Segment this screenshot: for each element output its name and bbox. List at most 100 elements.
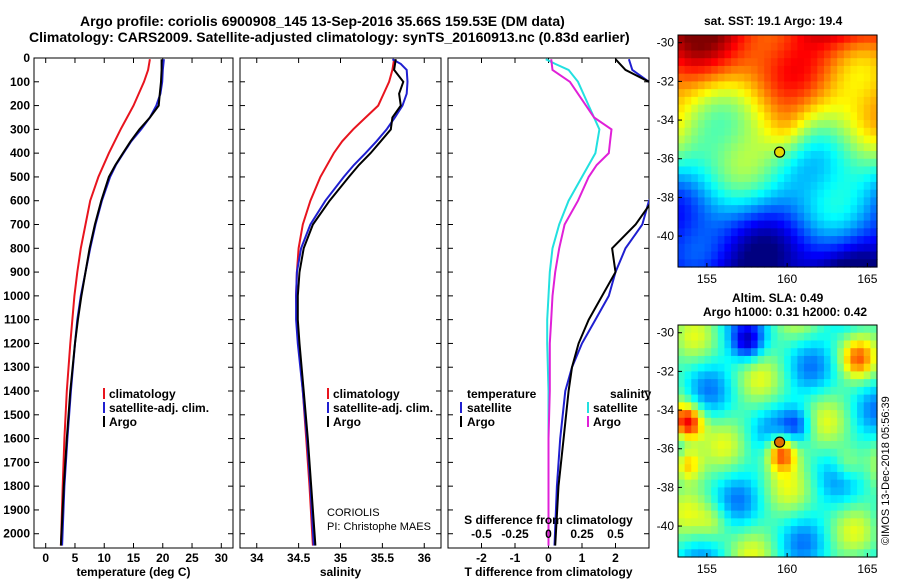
map-cell [684, 332, 692, 342]
map-cell [823, 212, 832, 222]
map-cell [823, 518, 832, 527]
map-cell [731, 50, 739, 59]
map-cell [830, 348, 838, 357]
map-cell [764, 456, 772, 465]
map-cell [823, 228, 832, 237]
map-cell [697, 355, 706, 365]
map-cell [691, 166, 699, 175]
map-cell [804, 526, 812, 535]
map-cell [823, 135, 832, 144]
map-cell [830, 325, 838, 334]
map-cell [843, 243, 852, 253]
map-cell [777, 495, 785, 504]
map-cell [684, 212, 692, 222]
map-cell [797, 189, 805, 198]
map-cell [717, 104, 726, 113]
map-cell [850, 340, 858, 349]
map-cell [777, 371, 785, 380]
map-cell [764, 58, 772, 67]
map-cell [790, 89, 798, 98]
series-line-difference-1 [554, 58, 649, 546]
map-cell [850, 549, 858, 558]
map-cell [830, 425, 838, 434]
map-cell [777, 479, 785, 488]
map-cell [684, 456, 692, 465]
map-cell [678, 549, 686, 558]
map-cell [731, 495, 739, 504]
map-cell [744, 355, 752, 365]
map-cell [784, 143, 792, 152]
map-cell [711, 251, 719, 260]
map-cell [857, 35, 865, 44]
map-cell [863, 243, 871, 253]
map-cell [717, 386, 726, 396]
map-cell [697, 151, 706, 160]
map-cell [770, 73, 779, 82]
map-cell [704, 541, 712, 550]
map-cell [711, 228, 719, 237]
map-cell [731, 325, 739, 334]
map-cell [744, 402, 752, 411]
map-cell [737, 35, 745, 44]
map-cell [691, 549, 699, 558]
map-cell [863, 120, 871, 129]
map-cell [784, 151, 792, 160]
map-cell [750, 502, 759, 512]
map-cell [823, 510, 832, 519]
series-line-temperature-1 [61, 59, 165, 546]
map-cell [784, 417, 792, 427]
map-cell [790, 518, 798, 527]
map-cell [757, 433, 765, 442]
depth-tick-label: 1500 [3, 408, 30, 422]
map-cell [804, 228, 812, 237]
map-cell [810, 386, 818, 396]
map-cell [764, 417, 772, 427]
map-cell [837, 58, 845, 67]
map-cell [777, 251, 785, 260]
map-cell [704, 212, 712, 222]
map-cell [790, 151, 798, 160]
map-cell [777, 340, 785, 349]
map-cell [711, 464, 719, 473]
map-cell [744, 81, 752, 90]
map-cell [731, 363, 739, 372]
map-cell [777, 96, 785, 106]
map-cell [717, 471, 726, 481]
map-cell [757, 143, 765, 152]
map-cell [697, 251, 706, 260]
map-cell [837, 526, 845, 535]
map-cell [770, 425, 779, 434]
map-cell [691, 112, 699, 121]
map-cell [850, 212, 858, 222]
map-cell [790, 58, 798, 67]
map-cell [870, 526, 878, 535]
map-cell [804, 243, 812, 253]
map-cell [823, 143, 832, 152]
map-cell [770, 181, 779, 191]
map-cell [770, 228, 779, 237]
map-lat-label: -32 [657, 364, 675, 378]
map-cell [737, 549, 745, 558]
map-cell [850, 120, 858, 129]
map-cell [724, 363, 732, 372]
map-cell [857, 464, 865, 473]
map-cell [691, 502, 699, 512]
map-cell [724, 81, 732, 90]
map-cell [731, 89, 739, 98]
map-cell [757, 259, 765, 268]
map-cell [797, 332, 805, 342]
map-lat-label: -34 [657, 113, 675, 127]
map-cell [678, 456, 686, 465]
map-cell [857, 65, 865, 75]
map-cell [691, 340, 699, 349]
map-cell [804, 510, 812, 519]
map-cell [863, 371, 871, 380]
map-cell [830, 526, 838, 535]
map-cell [837, 212, 845, 222]
map-cell [711, 35, 719, 44]
map-cell [817, 448, 825, 458]
map-cell [697, 510, 706, 519]
map-cell [744, 205, 752, 214]
map-cell [737, 166, 745, 175]
map-cell [678, 251, 686, 260]
